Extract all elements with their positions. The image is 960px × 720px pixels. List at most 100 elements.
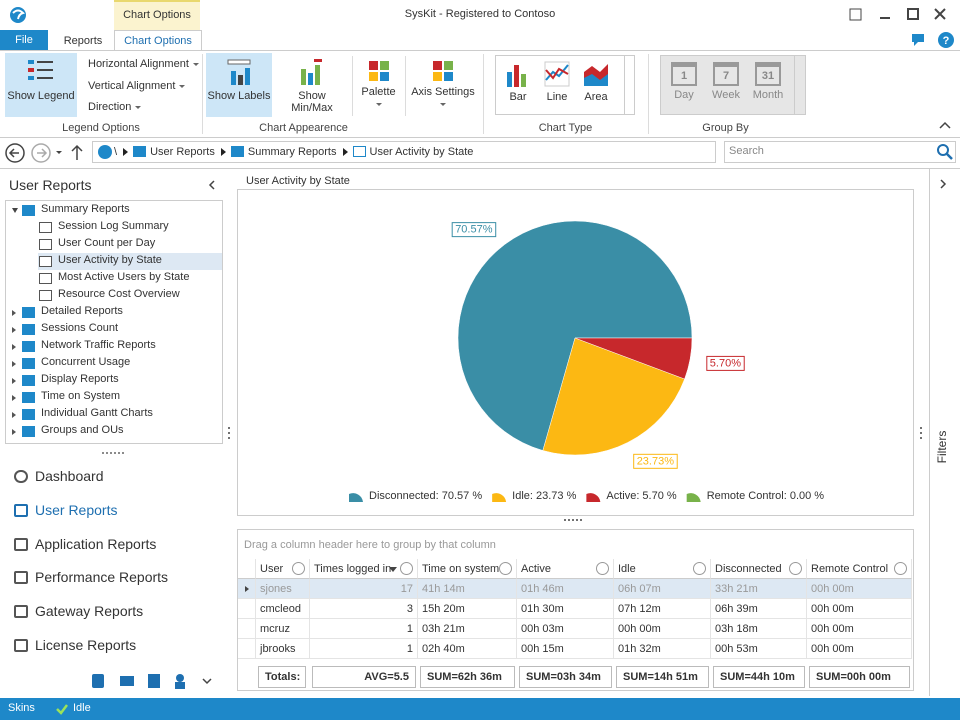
filter-icon[interactable] [292, 562, 305, 575]
line-button[interactable]: Line [539, 60, 575, 103]
splitter[interactable] [562, 517, 590, 523]
nav-item[interactable]: License Reports [35, 637, 137, 653]
tree-item[interactable]: Concurrent Usage [41, 356, 131, 368]
crumb-arrow [123, 148, 129, 156]
search-icon[interactable] [936, 143, 954, 161]
gallery-scroll[interactable] [794, 55, 806, 115]
filter-icon[interactable] [596, 562, 609, 575]
filters-tab[interactable]: Filters [935, 430, 949, 464]
bar-button[interactable]: Bar [500, 60, 536, 103]
address-box[interactable] [92, 141, 716, 163]
help-icons[interactable]: ? [910, 31, 958, 49]
tree-item[interactable]: Detailed Reports [41, 305, 123, 317]
splitter[interactable] [918, 425, 924, 441]
breadcrumb-item[interactable]: User Activity by State [369, 146, 474, 158]
sidebar-shortcuts[interactable] [90, 670, 220, 692]
tree-item[interactable]: Groups and OUs [41, 424, 124, 436]
gallery-scroll[interactable] [624, 55, 635, 115]
ribbon-dropdown[interactable]: Horizontal Alignment [88, 58, 199, 70]
nav-item[interactable]: Application Reports [35, 535, 157, 552]
show-legend-button[interactable]: Show Legend [5, 53, 77, 117]
dropdown-label: Horizontal Alignment [88, 58, 189, 70]
data-label: 70.57% [451, 222, 497, 238]
area-button[interactable]: Area [578, 60, 614, 103]
tab-chart-options[interactable]: Chart Options [114, 30, 202, 51]
expander[interactable] [12, 344, 16, 350]
tree-item[interactable]: Individual Gantt Charts [41, 407, 153, 419]
breadcrumb-item[interactable]: User Reports [150, 146, 215, 158]
nav-item[interactable]: User Reports [35, 501, 118, 518]
tab-reports[interactable]: Reports [63, 35, 103, 47]
splitter[interactable] [100, 450, 128, 456]
expander[interactable] [12, 208, 18, 213]
expander[interactable] [12, 429, 16, 435]
tree-item[interactable]: Summary Reports [41, 203, 130, 215]
group-by-button[interactable]: 1 Day [664, 58, 704, 101]
splitter[interactable] [226, 425, 232, 441]
table-cell: 00h 00m [614, 619, 711, 639]
column-header[interactable]: Times logged in [310, 559, 418, 579]
nav-item[interactable]: Performance Reports [35, 569, 169, 586]
tree-item[interactable]: Sessions Count [41, 322, 119, 334]
search-box[interactable]: Search [724, 141, 956, 163]
column-header[interactable]: Time on system [418, 559, 517, 579]
nav-item[interactable]: Dashboard [35, 468, 104, 484]
window-controls[interactable] [845, 6, 955, 24]
group-label: Group By [702, 122, 749, 134]
tree-item[interactable]: User Activity by State [58, 254, 162, 266]
tree-item[interactable]: Resource Cost Overview [58, 288, 180, 300]
expander[interactable] [12, 412, 16, 418]
tree-item[interactable]: Most Active Users by State [58, 271, 190, 283]
expander[interactable] [12, 361, 16, 367]
filter-icon[interactable] [693, 562, 706, 575]
palette-button[interactable]: Palette [356, 53, 401, 117]
column-header[interactable]: User [256, 559, 310, 579]
column-header[interactable]: Remote Control [807, 559, 912, 579]
folder-icon [22, 205, 35, 216]
total-cell: SUM=14h 51m [616, 666, 709, 688]
show-labels-button[interactable]: Show Labels [206, 53, 272, 117]
tab-file[interactable]: File [0, 30, 48, 50]
column-header[interactable]: Active [517, 559, 614, 579]
filter-icon[interactable] [499, 562, 512, 575]
filter-icon[interactable] [400, 562, 413, 575]
total-cell: SUM=00h 00m [809, 666, 910, 688]
expander[interactable] [12, 378, 16, 384]
collapse-ribbon[interactable] [938, 120, 952, 130]
nav-item[interactable]: Gateway Reports [35, 603, 144, 620]
breadcrumb-item[interactable]: Summary Reports [247, 146, 337, 158]
show-min-max-button[interactable]: Show Min/Max [276, 53, 348, 117]
expand-filters[interactable] [938, 178, 950, 190]
sidebar-title: User Reports [9, 177, 92, 193]
group-by-button[interactable]: 31 Month [748, 58, 788, 101]
nav-icon [14, 639, 28, 652]
legend-swatch [586, 493, 601, 502]
expander[interactable] [12, 310, 16, 316]
filter-icon[interactable] [894, 562, 907, 575]
skins-button[interactable]: Skins [8, 702, 35, 714]
column-title: Active [521, 563, 551, 575]
table-cell: 33h 21m [711, 579, 807, 599]
column-header[interactable]: Disconnected [711, 559, 807, 579]
tree-item[interactable]: Network Traffic Reports [41, 339, 156, 351]
axis-settings-button[interactable]: Axis Settings [410, 53, 476, 117]
tree-item[interactable]: Time on System [41, 390, 121, 402]
ribbon-dropdown[interactable]: Vertical Alignment [88, 80, 186, 92]
tree-item[interactable]: Session Log Summary [58, 220, 169, 232]
group-by-button[interactable]: 7 Week [706, 58, 746, 101]
navigation-buttons[interactable] [3, 141, 91, 165]
expander[interactable] [12, 327, 16, 333]
breadcrumb-item[interactable]: \ [114, 146, 118, 158]
ribbon-dropdown[interactable]: Direction [88, 101, 142, 113]
collapse-sidebar[interactable] [207, 179, 217, 191]
button-label: Palette [361, 86, 396, 98]
filter-icon[interactable] [789, 562, 802, 575]
tree-item[interactable]: User Count per Day [58, 237, 156, 249]
column-header[interactable]: Idle [614, 559, 711, 579]
folder-icon [22, 358, 35, 369]
tree-item[interactable]: Display Reports [41, 373, 119, 385]
expander[interactable] [12, 395, 16, 401]
home-icon [98, 145, 112, 159]
